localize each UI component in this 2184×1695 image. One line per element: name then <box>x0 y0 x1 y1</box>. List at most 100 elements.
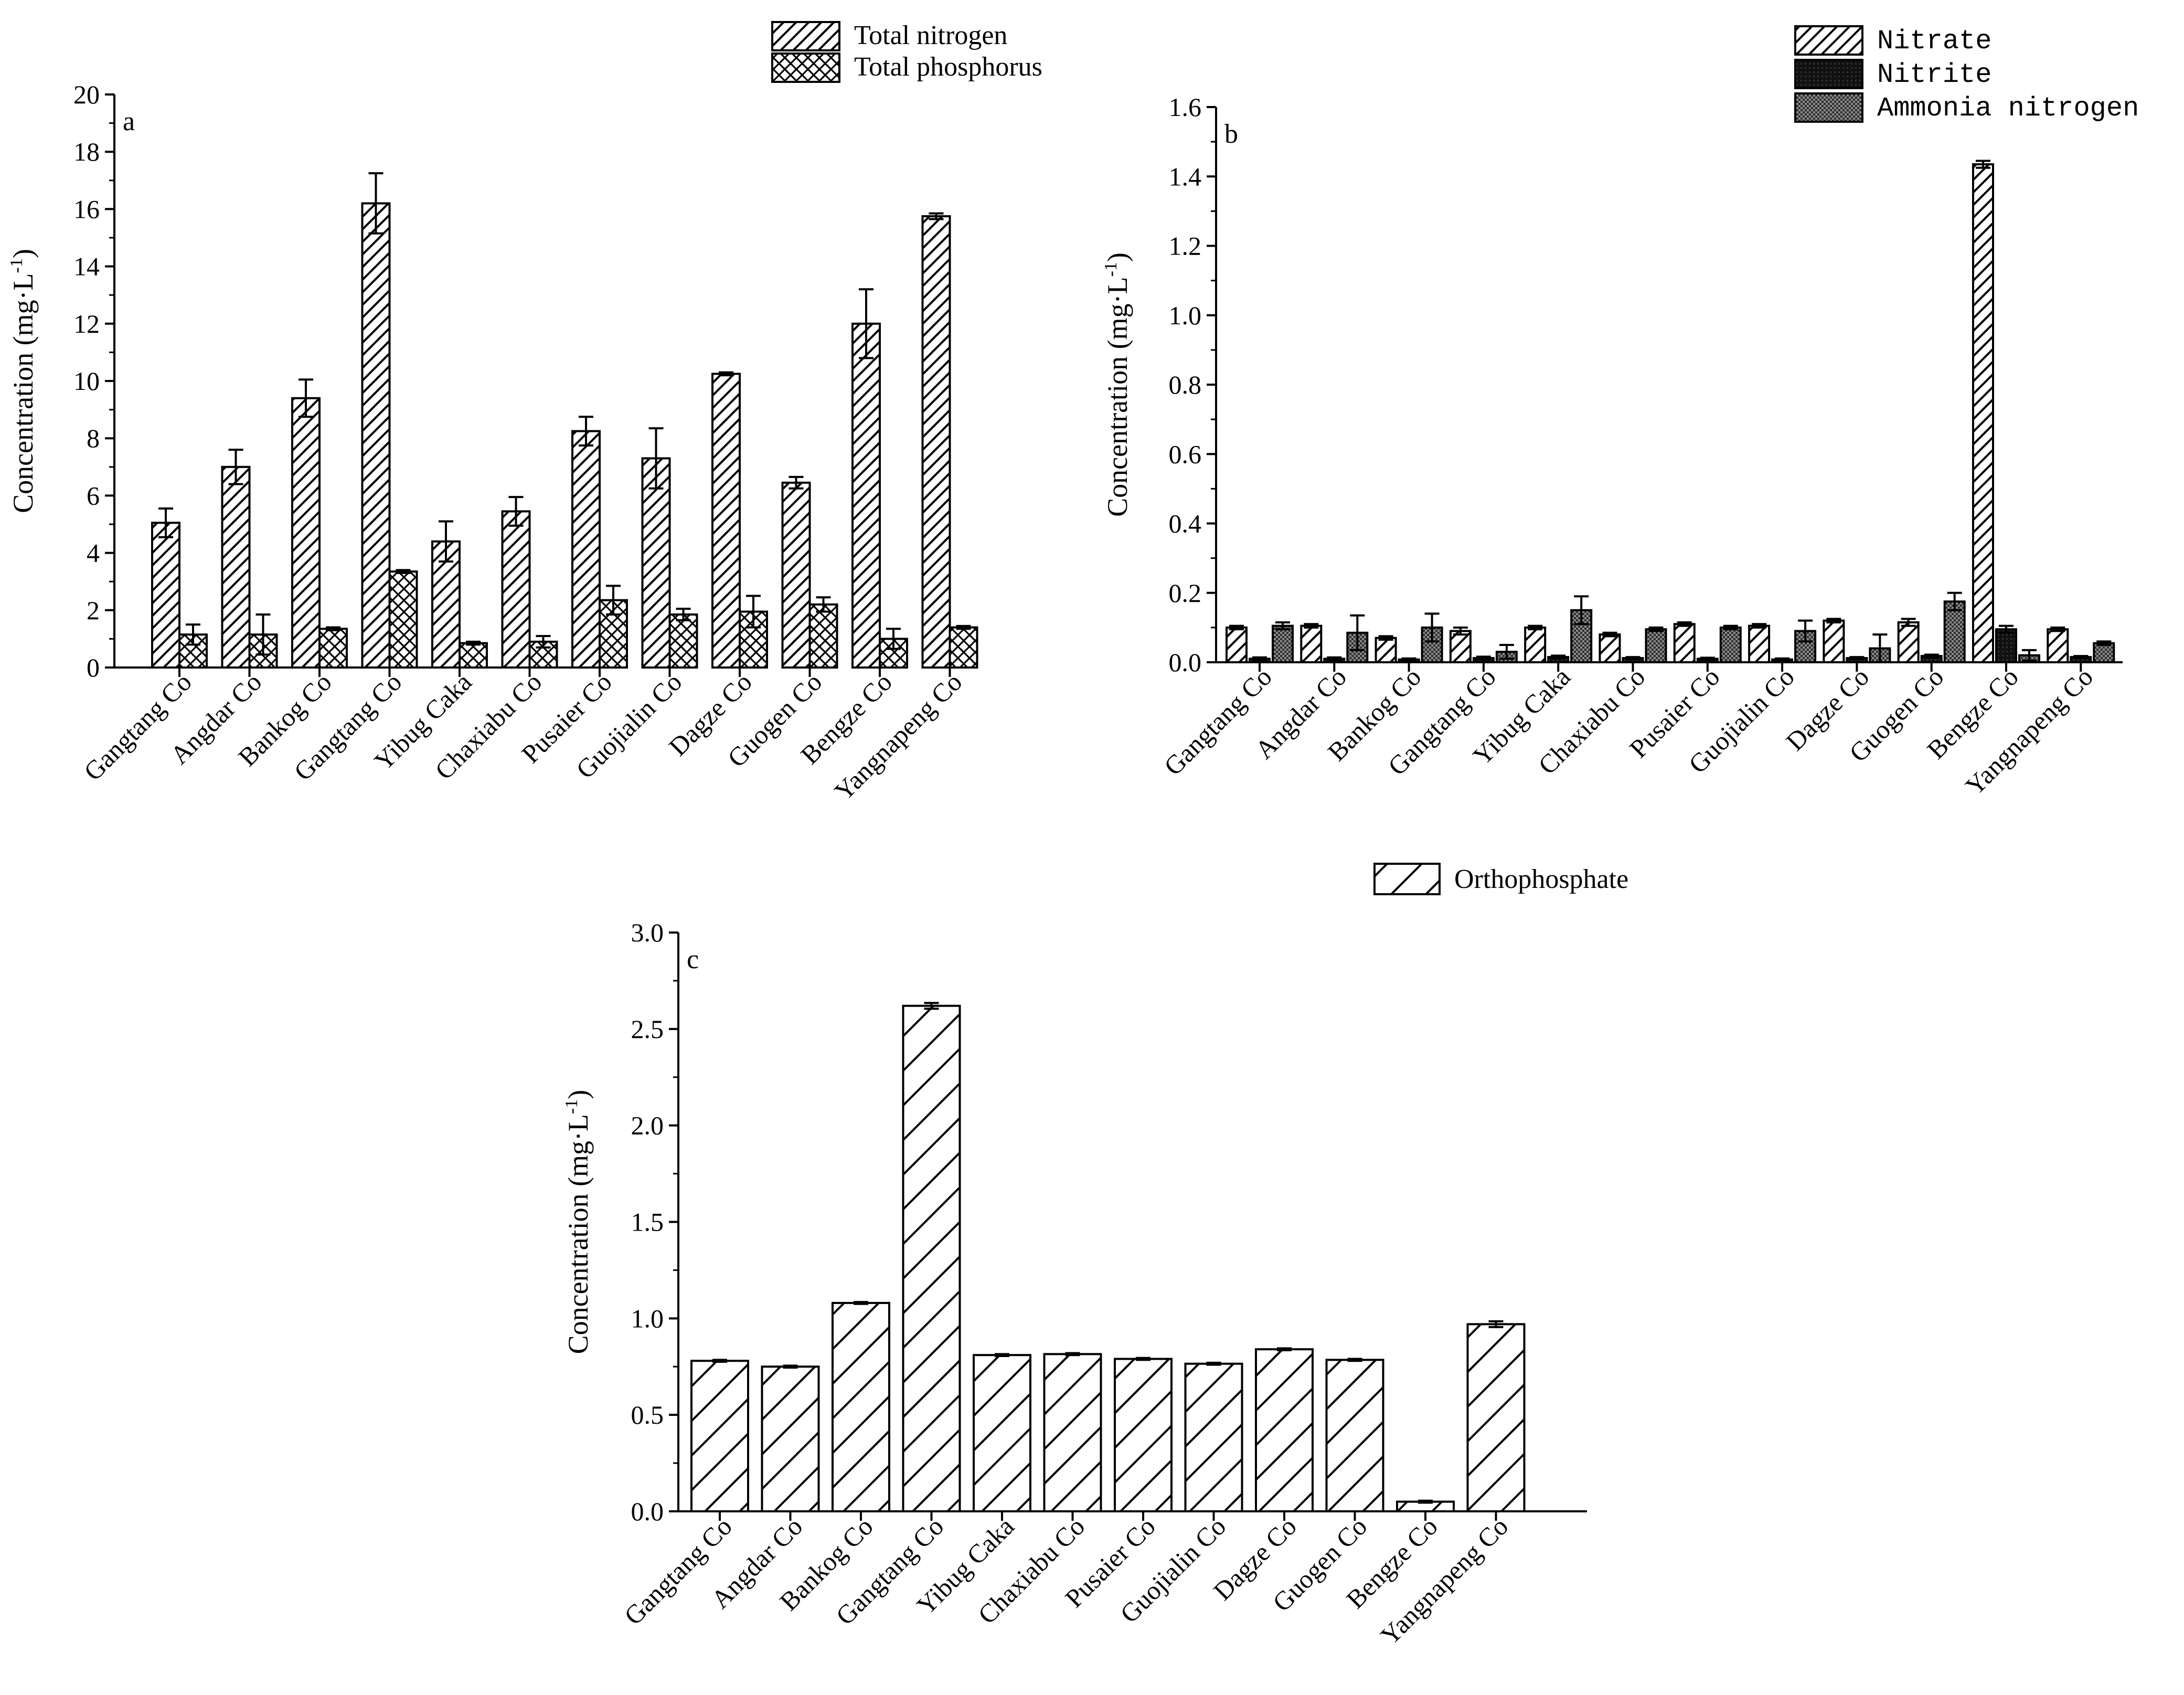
bar-nitrate <box>1748 624 1771 663</box>
bar-total-nitrogen <box>851 322 881 669</box>
y-tick-label: 8 <box>87 423 100 453</box>
bar-nitrite <box>1995 628 2017 664</box>
y-tick-label: 1.0 <box>631 1304 664 1333</box>
y-axis-label-main: Concentration (mg·L <box>7 273 39 513</box>
bar-total-phosphorus <box>668 613 698 669</box>
panel-c-chart: 0.0 0.5 1.0 1.5 2.0 2.5 3.0 Concentration (mg·L… <box>562 863 1628 1650</box>
y-tick-label: 3.0 <box>631 918 664 947</box>
bar-nitrate <box>1823 619 1845 664</box>
y-tick-label: 0.0 <box>1169 648 1202 677</box>
y-tick-label: 4 <box>87 538 100 568</box>
y-tick-label: 1.6 <box>1169 92 1202 122</box>
y-axis-label-main: Concentration (mg·L <box>562 1114 594 1354</box>
y-tick-label: 2.0 <box>631 1111 664 1140</box>
bar-total-nitrogen <box>711 373 741 669</box>
bar-nitrate <box>1972 163 1994 663</box>
bar-orthophosphate <box>973 1354 1031 1512</box>
y-tick-label: 20 <box>73 80 100 109</box>
legend-label: Nitrate <box>1877 26 1991 57</box>
legend-swatch <box>1794 59 1863 89</box>
x-tick-label: Gangtang Co <box>1158 662 1277 781</box>
bar-ammonia-nitrogen <box>1943 600 1966 663</box>
y-tick-label: 0.5 <box>631 1400 664 1429</box>
bar-nitrate <box>1449 630 1472 664</box>
bar-total-phosphorus <box>318 628 348 669</box>
legend-swatch <box>1373 863 1441 895</box>
bar-nitrate <box>1300 624 1323 663</box>
panel-label: c <box>687 945 699 974</box>
bar-total-nitrogen <box>781 481 811 669</box>
bar-nitrate <box>1375 637 1397 664</box>
panel-b-chart: 0.0 0.2 0.4 0.6 0.8 1.0 1.2 1.4 1.6 Concentration… <box>1101 25 2139 801</box>
x-tick-label: Gangtang Co <box>78 667 197 786</box>
bar-total-phosphorus <box>459 642 488 669</box>
bar-total-phosphorus <box>388 570 418 669</box>
bar-nitrate <box>2047 628 2069 664</box>
bar-nitrate <box>1524 626 1547 663</box>
bar-total-nitrogen <box>641 457 671 669</box>
panel-a-chart: 0 2 4 6 8 10 12 14 16 18 20 Concentration (mg·L-1) a… <box>7 20 1042 806</box>
bar-ammonia-nitrogen <box>1645 628 1667 664</box>
y-tick-label: 0.0 <box>631 1497 664 1526</box>
bar-total-nitrogen <box>221 465 251 669</box>
y-axis-label-superscript: -1 <box>1101 262 1121 277</box>
bar-orthophosphate <box>902 1004 961 1513</box>
x-tick-label: Gangtang Co <box>619 1511 738 1630</box>
panel-label: b <box>1224 119 1238 149</box>
y-tick-label: 10 <box>73 366 100 396</box>
y-axis-label-close: ) <box>7 249 39 258</box>
bar-total-phosphorus <box>949 626 978 669</box>
bar-nitrate <box>1599 633 1621 663</box>
y-tick-label: 0.4 <box>1169 509 1202 538</box>
x-tick-label: Yangnapeng Co <box>1375 1511 1514 1650</box>
bar-orthophosphate <box>1184 1362 1243 1513</box>
y-tick-label: 0.8 <box>1169 370 1202 399</box>
bar-orthophosphate <box>1043 1353 1102 1512</box>
bar-orthophosphate <box>761 1365 820 1512</box>
bar-total-nitrogen <box>151 522 180 669</box>
bar-total-nitrogen <box>501 510 531 669</box>
bar-total-nitrogen <box>571 430 601 669</box>
bar-nitrate <box>1226 626 1248 663</box>
legend-label: Total nitrogen <box>854 20 1007 50</box>
y-tick-label: 12 <box>73 309 100 338</box>
legend-label: Nitrite <box>1877 59 1991 90</box>
legend-label: Total phosphorus <box>854 52 1042 82</box>
y-tick-label: 1.0 <box>1169 301 1202 330</box>
bar-orthophosphate <box>1466 1323 1526 1512</box>
bar-orthophosphate <box>1325 1359 1384 1512</box>
bar-ammonia-nitrogen <box>2093 642 2115 663</box>
y-axis-label-close: ) <box>562 1090 594 1099</box>
y-axis-label: Concentration (mg·L-1) <box>1101 252 1133 517</box>
y-tick-label: 1.4 <box>1169 162 1202 191</box>
bar-orthophosphate <box>1255 1348 1314 1512</box>
x-tick-label: Yangnapeng Co <box>828 667 967 806</box>
y-axis-label: Concentration (mg·L-1) <box>562 1090 594 1354</box>
legend-swatch <box>771 52 840 83</box>
y-axis-label-close: ) <box>1102 252 1133 262</box>
y-tick-label: 1.5 <box>631 1207 664 1237</box>
x-tick-label: Yangnapeng Co <box>1959 662 2098 801</box>
legend-swatch <box>771 21 840 51</box>
bar-orthophosphate <box>1114 1358 1173 1512</box>
bar-nitrate <box>1673 623 1696 663</box>
y-tick-label: 1.2 <box>1169 231 1202 261</box>
y-tick-label: 14 <box>73 252 100 281</box>
y-tick-label: 0.2 <box>1169 578 1202 608</box>
bar-total-phosphorus <box>808 603 838 669</box>
y-tick-label: 2 <box>87 596 100 625</box>
panel-label: a <box>123 107 135 136</box>
y-tick-label: 0.6 <box>1169 439 1202 469</box>
bar-total-nitrogen <box>361 202 391 669</box>
legend-swatch <box>1794 25 1863 56</box>
legend-label: Orthophosphate <box>1454 864 1628 894</box>
legend-label: Ammonia nitrogen <box>1877 93 2139 124</box>
y-axis-label-superscript: -1 <box>562 1099 581 1114</box>
legend-swatch <box>1794 92 1863 123</box>
y-tick-label: 6 <box>87 481 100 510</box>
y-tick-label: 16 <box>73 194 100 224</box>
bar-total-nitrogen <box>921 215 951 669</box>
bar-ammonia-nitrogen <box>1272 624 1294 663</box>
y-tick-label: 2.5 <box>631 1014 664 1044</box>
